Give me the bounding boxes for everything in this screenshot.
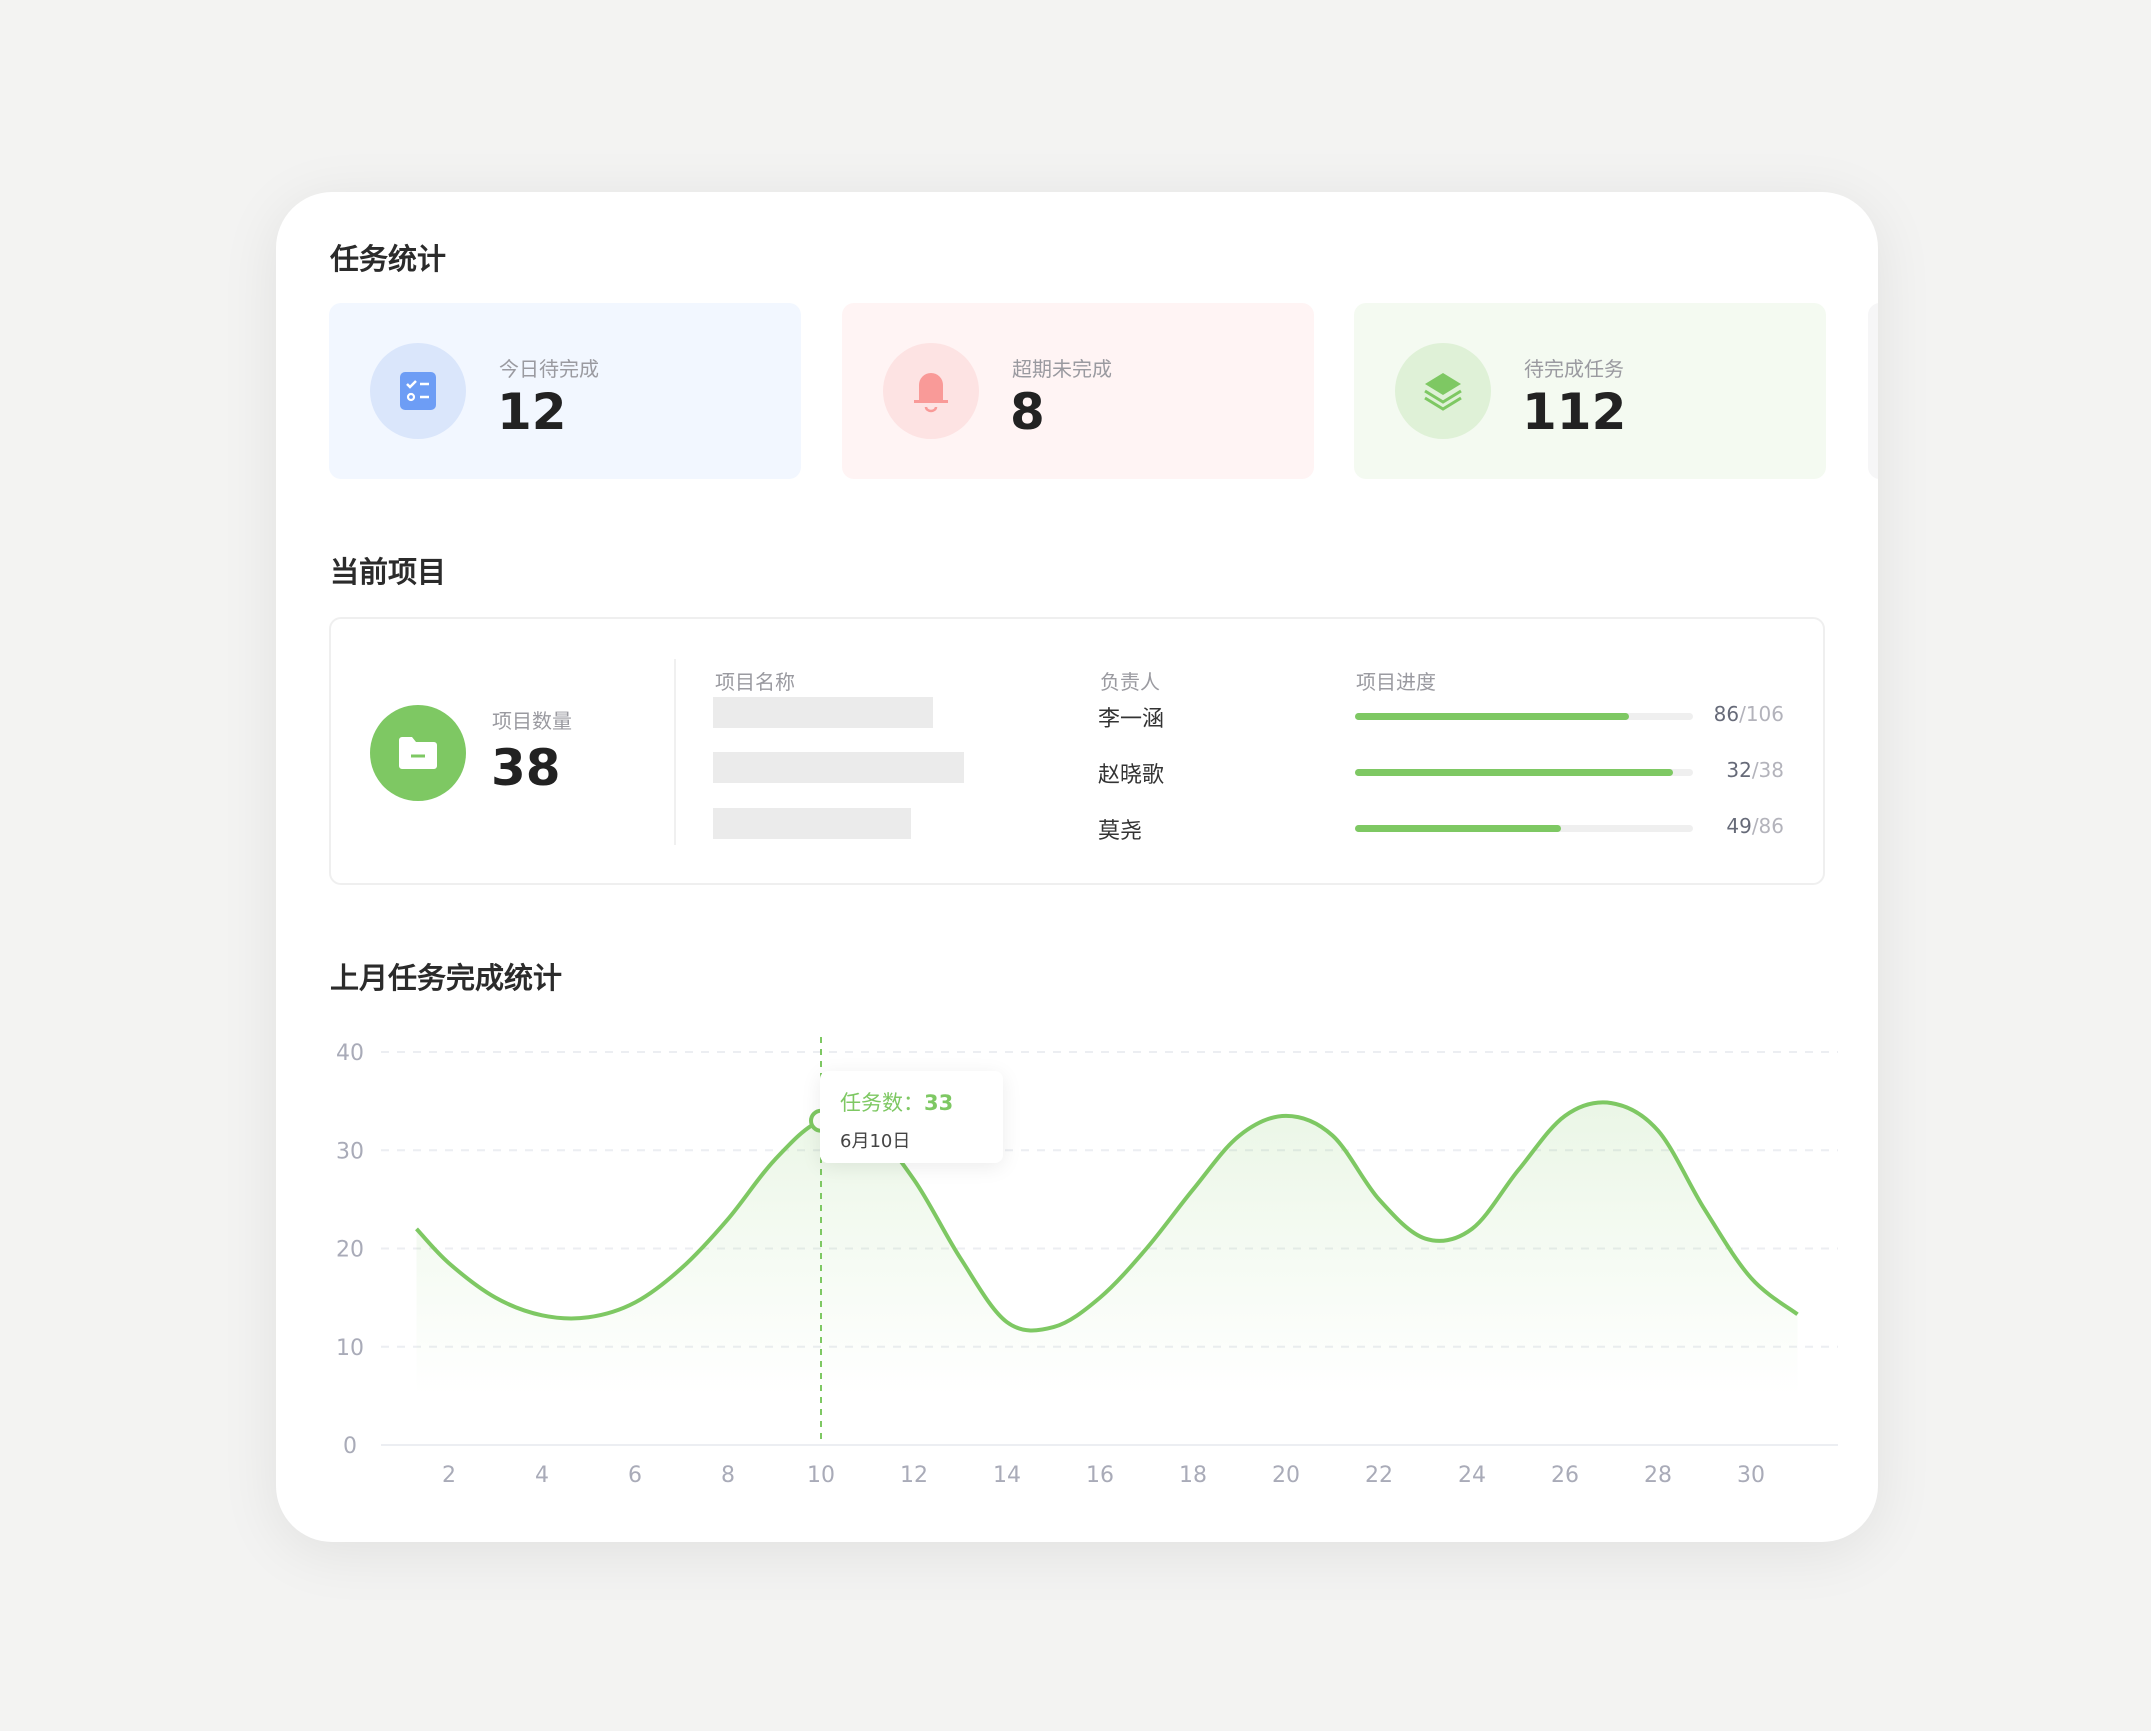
x-tick-label: 14 — [993, 1463, 1021, 1488]
x-tick-label: 2 — [442, 1463, 456, 1488]
x-tick-label: 20 — [1272, 1463, 1300, 1488]
projects-panel: 项目数量 38 项目名称 负责人 项目进度 李一涵 86/106 赵晓歌 32/… — [329, 617, 1825, 885]
owner-name: 李一涵 — [1098, 707, 1165, 732]
x-tick-label: 22 — [1365, 1463, 1393, 1488]
done-count: 32 — [1726, 758, 1752, 782]
stat-value: 112 — [1522, 383, 1627, 441]
checklist-icon — [400, 372, 436, 410]
tooltip-value: 任务数：33 — [840, 1087, 953, 1117]
header-project-name: 项目名称 — [715, 670, 795, 694]
project-count-label: 项目数量 — [492, 709, 572, 733]
project-name-placeholder[interactable] — [713, 697, 933, 728]
stat-label: 待完成任务 — [1524, 357, 1624, 381]
x-tick-label: 24 — [1458, 1463, 1486, 1488]
task-stats-title: 任务统计 — [330, 242, 447, 276]
progress-bar — [1355, 825, 1693, 832]
x-tick-label: 16 — [1086, 1463, 1114, 1488]
monthly-stats-title: 上月任务完成统计 — [330, 961, 563, 995]
x-tick-label: 28 — [1644, 1463, 1672, 1488]
stat-label: 超期未完成 — [1012, 357, 1112, 381]
progress-count: 49/86 — [1726, 814, 1784, 838]
current-projects-title: 当前项目 — [330, 555, 447, 589]
y-tick-label: 10 — [336, 1336, 364, 1361]
stat-icon-circle — [883, 343, 979, 439]
stat-card-today[interactable]: 今日待完成 12 — [329, 303, 801, 479]
y-tick-label: 30 — [336, 1139, 364, 1164]
y-tick-label: 0 — [343, 1434, 357, 1459]
progress-fill — [1355, 769, 1673, 776]
chart-tooltip: 任务数：33 6月10日 — [820, 1071, 1003, 1163]
x-tick-label: 30 — [1737, 1463, 1765, 1488]
project-name-placeholder[interactable] — [713, 808, 911, 839]
x-tick-label: 10 — [807, 1463, 835, 1488]
tooltip-date: 6月10日 — [840, 1131, 911, 1152]
project-count-value: 38 — [491, 739, 561, 797]
stat-value: 12 — [497, 383, 567, 441]
total-count: /106 — [1739, 702, 1784, 726]
stat-value: 8 — [1010, 383, 1045, 441]
stat-label: 今日待完成 — [499, 357, 599, 381]
x-tick-label: 8 — [721, 1463, 735, 1488]
owner-name: 赵晓歌 — [1098, 763, 1165, 788]
x-tick-label: 6 — [628, 1463, 642, 1488]
progress-count: 86/106 — [1714, 702, 1784, 726]
tooltip-number: 33 — [924, 1091, 954, 1115]
total-count: /86 — [1751, 814, 1784, 838]
divider — [674, 659, 676, 845]
owner-name: 莫尧 — [1098, 819, 1143, 844]
stat-card-overdue[interactable]: 超期未完成 8 — [842, 303, 1314, 479]
progress-fill — [1355, 825, 1562, 832]
done-count: 86 — [1713, 702, 1740, 726]
series-line — [415, 1100, 1799, 1333]
x-tick-label: 12 — [900, 1463, 928, 1488]
y-tick-label: 40 — [336, 1041, 364, 1066]
folder-icon — [399, 737, 437, 769]
stat-card-pending[interactable]: 待完成任务 112 — [1354, 303, 1826, 479]
stat-icon-circle — [1395, 343, 1491, 439]
y-tick-label: 20 — [336, 1238, 364, 1263]
progress-count: 32/38 — [1726, 758, 1784, 782]
stat-icon-circle — [370, 343, 466, 439]
project-count-circle — [370, 705, 466, 801]
header-owner: 负责人 — [1100, 670, 1160, 694]
progress-fill — [1355, 713, 1629, 720]
x-tick-label: 26 — [1551, 1463, 1579, 1488]
layers-icon — [1424, 373, 1462, 411]
bell-icon — [914, 373, 948, 413]
header-progress: 项目进度 — [1356, 670, 1436, 694]
total-count: /38 — [1751, 758, 1784, 782]
project-name-placeholder[interactable] — [713, 752, 964, 783]
done-count: 49 — [1726, 814, 1752, 838]
stat-card-partial — [1868, 303, 1878, 479]
x-tick-label: 18 — [1179, 1463, 1207, 1488]
tooltip-label: 任务数： — [840, 1091, 924, 1115]
progress-bar — [1355, 713, 1693, 720]
progress-bar — [1355, 769, 1693, 776]
x-tick-label: 4 — [535, 1463, 549, 1488]
dashboard-card: 任务统计 今日待完成 12 超期未完成 8 待完成任务 112 当前项目 项目数… — [276, 192, 1878, 1542]
